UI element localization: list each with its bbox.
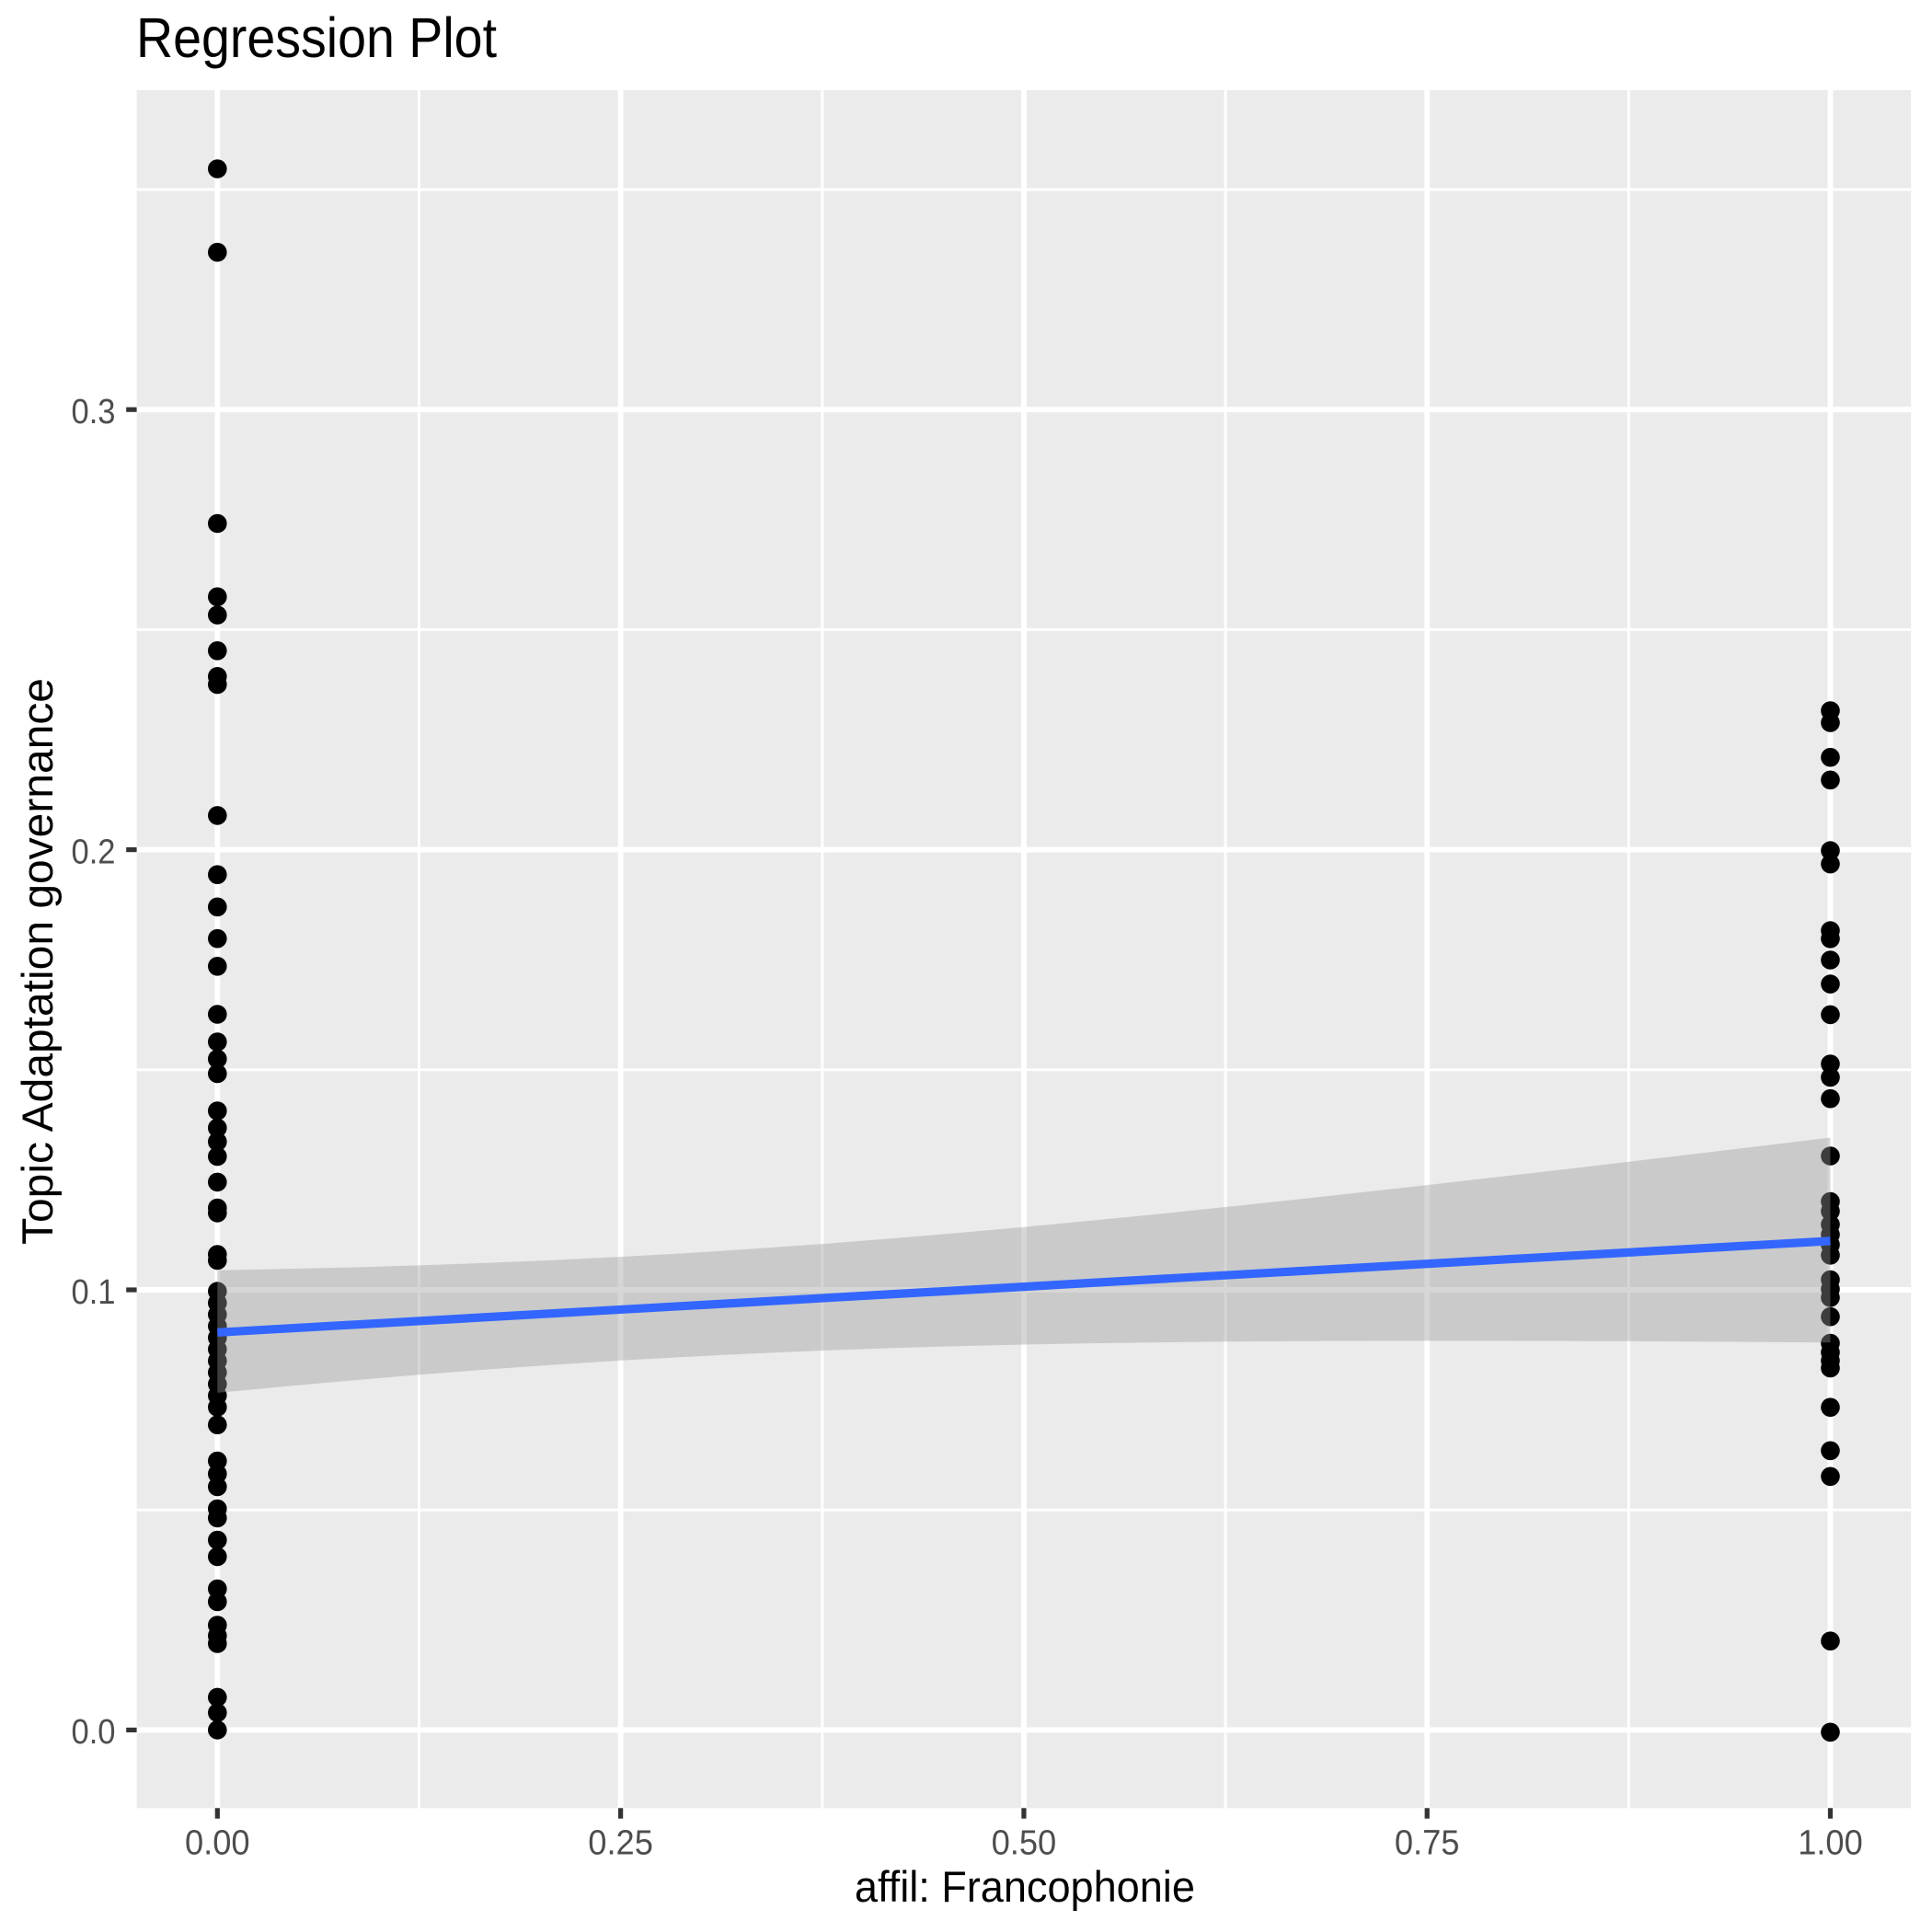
svg-text:1.00: 1.00 <box>1798 1823 1863 1863</box>
svg-text:0.50: 0.50 <box>992 1823 1057 1863</box>
svg-text:0.3: 0.3 <box>72 392 116 431</box>
svg-text:Regression Plot: Regression Plot <box>136 6 497 69</box>
svg-text:0.75: 0.75 <box>1395 1823 1460 1863</box>
svg-text:0.1: 0.1 <box>72 1272 116 1312</box>
svg-text:affil: Francophonie: affil: Francophonie <box>855 1863 1195 1912</box>
svg-text:0.0: 0.0 <box>72 1712 116 1752</box>
svg-text:0.25: 0.25 <box>588 1823 653 1863</box>
svg-text:0.2: 0.2 <box>72 832 116 871</box>
svg-text:Topic Adaptation governance: Topic Adaptation governance <box>14 678 63 1245</box>
svg-text:0.00: 0.00 <box>185 1823 250 1863</box>
